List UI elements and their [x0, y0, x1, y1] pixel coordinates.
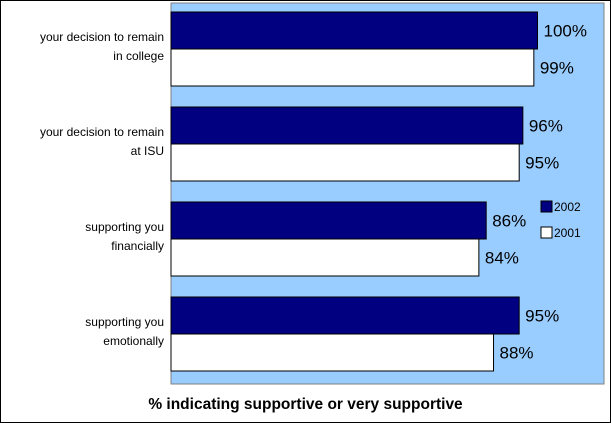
- category-label-3-line-0: supporting you: [85, 315, 164, 329]
- legend-swatch-2002: [540, 200, 553, 213]
- bars-group: 100% 99% 96% 95% 86% 84% 95% 88%: [170, 11, 587, 372]
- category-label-2-line-0: supporting you: [85, 220, 164, 234]
- category-label-2-line-1: financially: [111, 239, 164, 253]
- category-label-3-line-1: emotionally: [103, 334, 164, 348]
- data-label-2001-2: 84%: [485, 249, 519, 268]
- legend-label-2002: 2002: [554, 200, 581, 214]
- bar-2002-1: [170, 106, 524, 145]
- x-axis-title: % indicating supportive or very supporti…: [148, 396, 463, 413]
- data-label-2002-2: 86%: [492, 212, 526, 231]
- data-label-2002-1: 96%: [529, 117, 563, 136]
- bar-2001-0: [170, 48, 535, 87]
- data-label-2002-0: 100%: [544, 22, 587, 41]
- category-label-1-line-0: your decision to remain: [40, 125, 164, 139]
- legend: 2002 2001: [540, 200, 581, 240]
- legend-label-2001: 2001: [554, 226, 581, 240]
- data-label-2001-3: 88%: [500, 344, 534, 363]
- legend-swatch-2001: [540, 226, 553, 239]
- bar-2001-1: [170, 143, 520, 182]
- data-label-2002-3: 95%: [525, 307, 559, 326]
- bar-2001-2: [170, 238, 480, 277]
- data-label-2001-1: 95%: [525, 154, 559, 173]
- bar-2001-3: [170, 333, 495, 372]
- category-labels: your decision to remain in college your de…: [40, 30, 164, 348]
- bar-2002-3: [170, 296, 520, 335]
- data-label-2001-0: 99%: [540, 59, 574, 78]
- bar-2002-0: [170, 11, 538, 50]
- category-label-0-line-1: in college: [113, 49, 164, 63]
- category-label-1-line-1: at ISU: [131, 144, 164, 158]
- category-label-0-line-0: your decision to remain: [40, 30, 164, 44]
- bar-2002-2: [170, 201, 487, 240]
